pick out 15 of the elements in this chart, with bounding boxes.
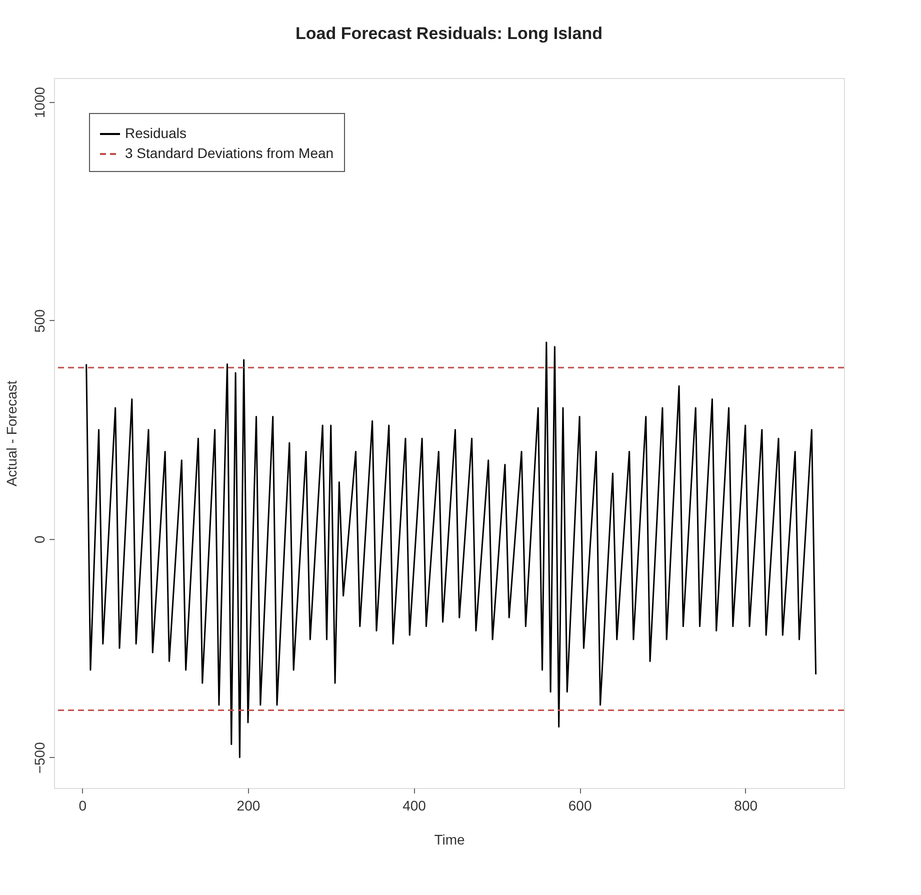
y-tick-label: 0 — [32, 535, 48, 544]
x-tick-label: 600 — [568, 798, 592, 814]
y-axis-title: Actual - Forecast — [4, 380, 20, 486]
y-tick-label: −500 — [32, 742, 48, 774]
chart-title: Load Forecast Residuals: Long Island — [296, 24, 602, 43]
y-tick-label: 1000 — [32, 86, 48, 118]
x-tick-label: 400 — [402, 798, 426, 814]
x-axis-title: Time — [434, 832, 466, 848]
x-tick-label: 0 — [78, 798, 87, 814]
legend-label: 3 Standard Deviations from Mean — [125, 145, 334, 161]
line-series — [86, 342, 817, 758]
legend-label: Residuals — [125, 125, 186, 141]
x-tick-label: 800 — [734, 798, 758, 814]
x-tick-label: 200 — [236, 798, 260, 814]
y-tick-label: 500 — [32, 309, 48, 333]
